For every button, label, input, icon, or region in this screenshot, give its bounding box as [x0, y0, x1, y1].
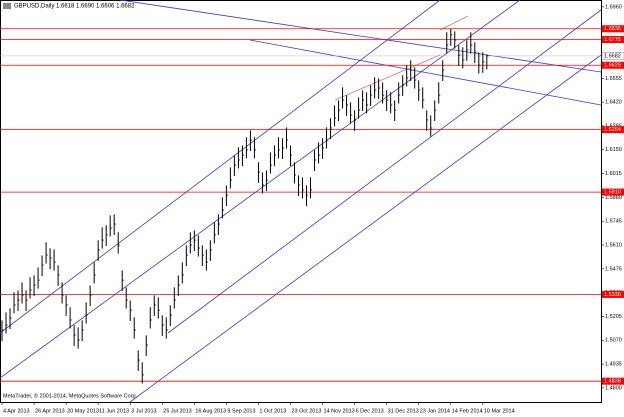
drawn-segments: [334, 15, 469, 101]
resistance-line: [119, 0, 602, 73]
drawn-segment: [439, 15, 469, 31]
level-tag: [602, 126, 624, 134]
y-tick-label: 1.5610: [605, 242, 622, 248]
y-tick-label: 1.5745: [605, 219, 622, 225]
chart-title: GBPUSD,Daily 1.6618 1.6690 1.6606 1.6682: [14, 4, 135, 10]
x-tick-label: 11 Jun 2013: [99, 408, 129, 414]
x-tick-label: 10 Mar 2014: [484, 408, 515, 414]
level-tag: [602, 25, 624, 33]
level-label: 1.5910: [604, 190, 621, 196]
x-tick-label: 16 Aug 2013: [195, 408, 226, 414]
level-tag: [602, 36, 624, 44]
channel-line: [129, 54, 602, 403]
x-tick-label: 31 Dec 2013: [388, 408, 419, 414]
level-tag: [602, 61, 624, 69]
x-tick-label: 25 Jul 2013: [163, 408, 191, 414]
y-tick-label: 1.4800: [605, 385, 622, 391]
x-tick-label: 1 Oct 2013: [259, 408, 286, 414]
x-tick-label: 14 Nov 2013: [324, 408, 355, 414]
y-tick-label: 1.6960: [605, 4, 622, 10]
level-label: 1.4838: [604, 379, 621, 385]
y-tick-label: 1.5070: [605, 338, 622, 344]
x-tick-label: 9 Sep 2013: [227, 408, 255, 414]
y-tick-label: 1.6555: [605, 76, 622, 82]
level-label: 1.6775: [604, 37, 621, 43]
level-label: 1.5330: [604, 292, 621, 298]
x-tick-label: 20 May 2013: [67, 408, 99, 414]
x-tick-label: 4 Apr 2013: [3, 408, 30, 414]
x-tick-label: 23 Oct 2013: [291, 408, 321, 414]
level-tag: [602, 377, 624, 385]
level-tag: [602, 290, 624, 298]
y-tick-label: 1.4935: [605, 362, 622, 368]
x-tick-label: 23 Jan 2014: [420, 408, 450, 414]
symbol-icon: [3, 3, 11, 9]
plot-frame: [0, 0, 602, 403]
level-tag: [602, 188, 624, 196]
level-label: 1.6629: [604, 63, 621, 69]
y-tick-label: 1.6150: [605, 147, 622, 153]
level-label: 1.6836: [604, 26, 621, 32]
x-tick-label: 14 Feb 2014: [452, 408, 483, 414]
y-tick-label: 1.6420: [605, 100, 622, 106]
current-price-label: 1.6682: [604, 53, 621, 59]
level-label: 1.6264: [604, 127, 621, 133]
footer: MetaTrader, © 2001-2014, MetaQuotes Soft…: [3, 392, 138, 399]
y-tick-label: 1.5205: [605, 314, 622, 320]
current-price-tag: [601, 52, 624, 60]
x-tick-label: 6 Dec 2013: [356, 408, 384, 414]
channel-line: [0, 0, 441, 334]
drawn-segment: [334, 54, 441, 101]
y-tick-label: 1.6015: [605, 171, 622, 177]
x-tick-label: 26 Apr 2013: [35, 408, 65, 414]
x-tick-label: 3 Jul 2013: [131, 408, 156, 414]
y-tick-label: 1.5475: [605, 266, 622, 272]
resistance-line: [249, 39, 602, 106]
y-tick-label: 1.5880: [605, 195, 622, 201]
channel-line: [167, 9, 602, 334]
